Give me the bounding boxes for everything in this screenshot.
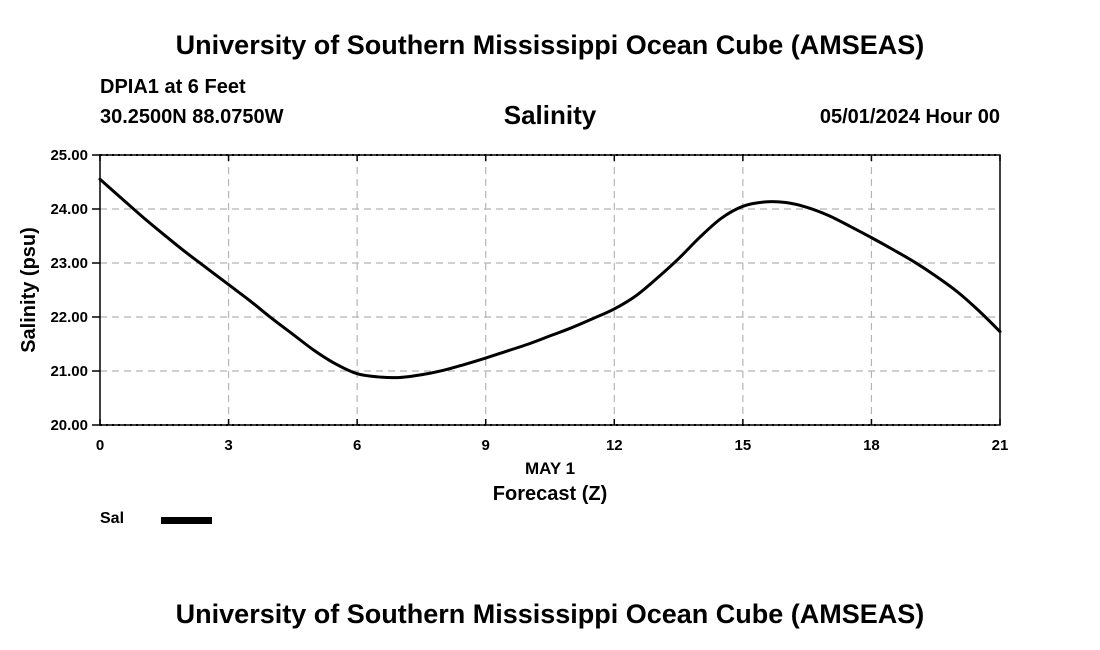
chart-title: University of Southern Mississippi Ocean…: [175, 30, 925, 60]
x-tick-label: 6: [353, 437, 361, 454]
y-tick-label: 23.00: [50, 255, 88, 272]
x-tick-label: 18: [863, 437, 880, 454]
series-line-sal: [98, 177, 1002, 380]
forecast-datetime: 05/01/2024 Hour 00: [819, 106, 1000, 128]
y-tick-label: 20.00: [50, 417, 88, 434]
y-axis-title: Salinity (psu): [18, 227, 40, 353]
x-tick-label: 15: [735, 437, 752, 454]
y-tick-label: 22.00: [50, 309, 88, 326]
x-tick-label: 9: [482, 437, 490, 454]
legend-swatch-sal: [161, 517, 212, 524]
legend-label-sal: Sal: [100, 510, 125, 527]
parameter-title: Salinity: [503, 100, 597, 130]
coordinates-label: 30.2500N 88.0750W: [100, 106, 284, 128]
station-label: DPIA1 at 6 Feet: [100, 76, 246, 98]
x-tick-label: 21: [992, 437, 1009, 454]
x-axis-date-label: MAY 1: [525, 459, 575, 478]
y-tick-label: 21.00: [50, 363, 88, 380]
x-axis-title: Forecast (Z): [493, 483, 607, 505]
x-tick-label: 3: [224, 437, 232, 454]
plot-frame: [99, 154, 1001, 426]
axis-ticks: [92, 154, 1001, 426]
axis-labels: 0 3 6 9 12 15 18 21 20.00 21.00 22.00 23.00 24.00 25.…: [50, 147, 1008, 454]
x-tick-label: 0: [96, 437, 104, 454]
footer-title: University of Southern Mississippi Ocean…: [175, 599, 925, 629]
y-tick-label: 24.00: [50, 201, 88, 218]
x-tick-label: 12: [606, 437, 623, 454]
y-tick-label: 25.00: [50, 147, 88, 164]
